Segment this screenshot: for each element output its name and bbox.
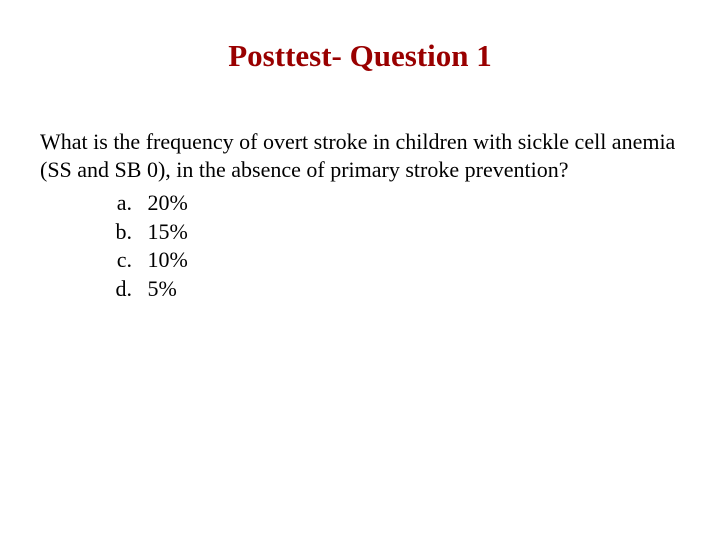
option-d-value: 5% [148, 275, 177, 304]
slide-title: Posttest- Question 1 [40, 38, 680, 74]
option-d-label: d. [110, 275, 132, 304]
options-list: a. 20% b. 15% c. 10% d. 5% [40, 189, 680, 303]
option-c: c. 10% [110, 246, 680, 275]
option-c-label: c. [110, 246, 132, 275]
option-a-label: a. [110, 189, 132, 218]
question-text: What is the frequency of overt stroke in… [40, 128, 680, 183]
option-d: d. 5% [110, 275, 680, 304]
option-a: a. 20% [110, 189, 680, 218]
option-a-value: 20% [148, 189, 188, 218]
option-b: b. 15% [110, 218, 680, 247]
option-c-value: 10% [148, 246, 188, 275]
slide: Posttest- Question 1 What is the frequen… [0, 0, 720, 540]
option-b-value: 15% [148, 218, 188, 247]
option-b-label: b. [110, 218, 132, 247]
